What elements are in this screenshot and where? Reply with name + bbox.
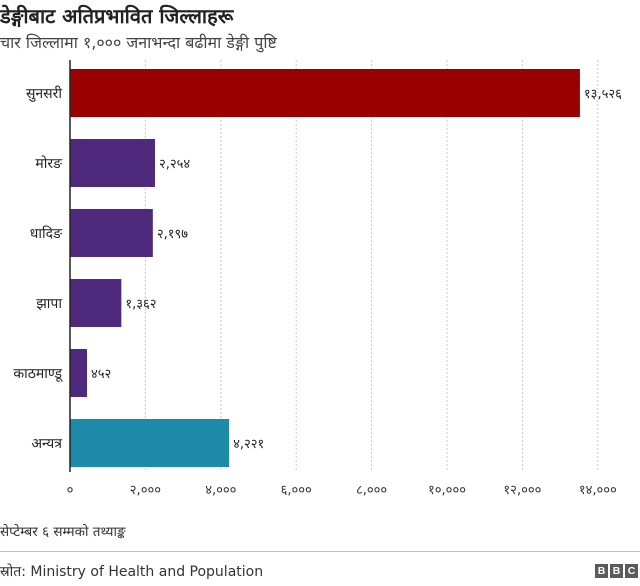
- x-tick-label: ४,०००: [205, 483, 236, 498]
- bbc-logo: B B C: [595, 564, 638, 578]
- value-label: ४५२: [91, 367, 111, 382]
- value-label: १३,५२६: [584, 87, 622, 102]
- bar-chart: ० २,००० ४,००० ६,००० ८,००० १०,००० १२,००० १४,००० स…: [13, 60, 622, 498]
- bar: [70, 139, 155, 187]
- bar: [70, 69, 580, 117]
- x-tick-label: १२,०००: [503, 483, 541, 498]
- category-label: सुनसरी: [26, 85, 62, 102]
- logo-letter: B: [595, 564, 608, 578]
- x-tick-label: २,०००: [130, 483, 161, 498]
- source-text: स्रोत: Ministry of Health and Population: [0, 564, 264, 580]
- x-tick-label: १४,०००: [579, 483, 617, 498]
- footer-divider: [0, 551, 640, 552]
- category-label: अन्यत्र: [31, 436, 62, 452]
- bar: [70, 209, 153, 257]
- x-tick-label: ६,०००: [281, 483, 312, 498]
- category-label: धादिङ: [30, 225, 63, 242]
- logo-letter: C: [625, 564, 638, 578]
- x-tick-label: ८,०००: [356, 483, 387, 498]
- value-label: २,१९७: [157, 227, 188, 242]
- value-label: २,२५४: [159, 157, 190, 172]
- bar: [70, 419, 230, 467]
- bar: [70, 279, 122, 327]
- bar: [70, 349, 88, 397]
- logo-letter: B: [610, 564, 623, 578]
- value-label: ४,२२१: [233, 437, 264, 452]
- x-tick-label: १०,०००: [428, 483, 466, 498]
- category-label: काठमाण्डू: [13, 366, 63, 382]
- x-tick-label: ०: [67, 483, 74, 498]
- value-label: १,३६२: [125, 297, 156, 312]
- chart-title: डेङ्गीबाट अतिप्रभावित जिल्लाहरू: [0, 4, 234, 28]
- category-label: झापा: [36, 296, 62, 312]
- data-date-note: सेप्टेम्बर ६ सम्मको तथ्याङ्क: [0, 524, 126, 540]
- chart-subtitle: चार जिल्लामा १,००० जनाभन्दा बढीमा डेङ्गी…: [0, 33, 277, 52]
- category-label: मोरङ: [35, 155, 63, 172]
